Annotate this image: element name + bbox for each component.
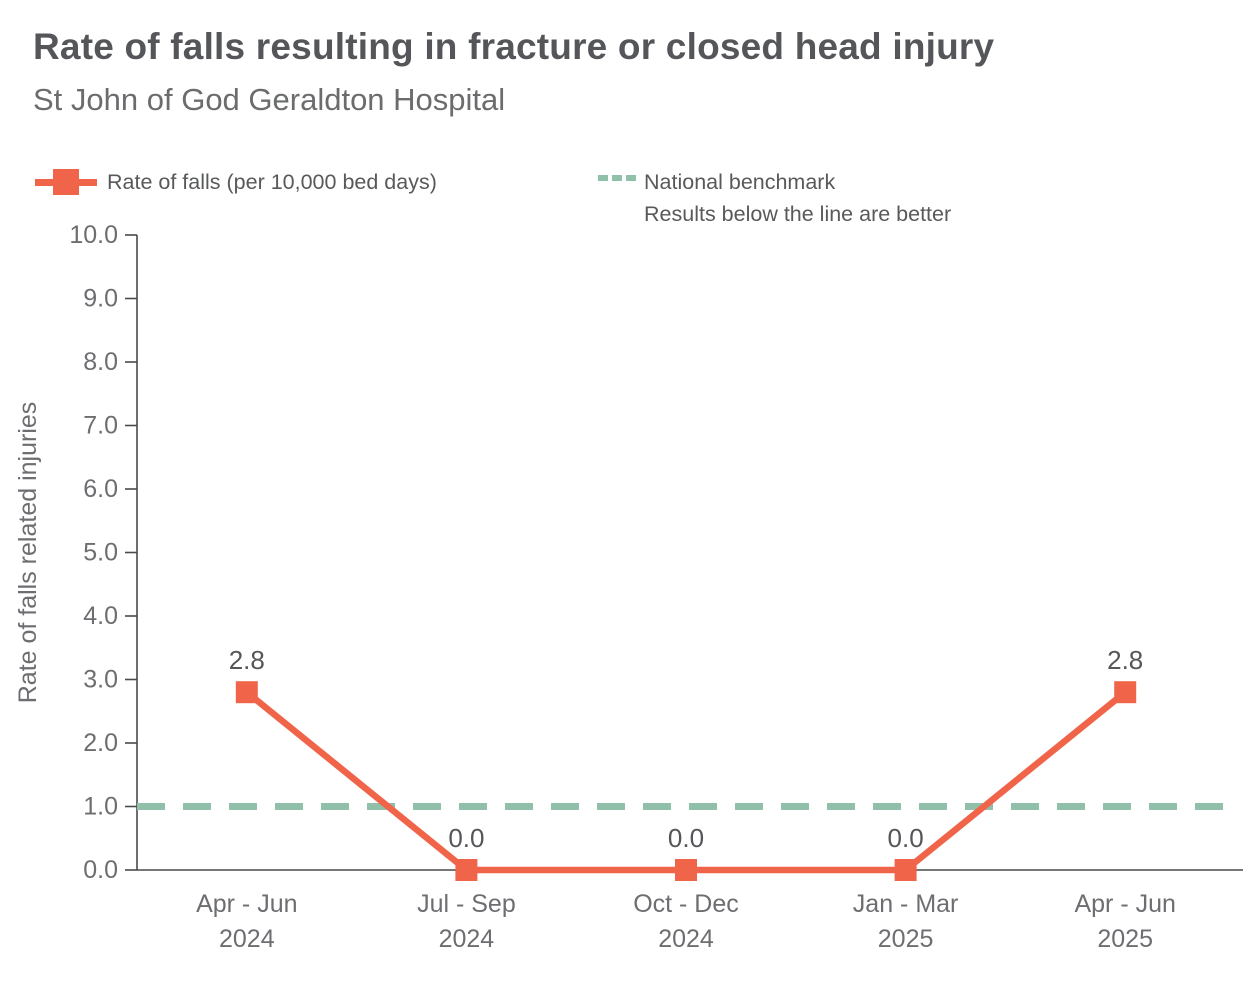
data-point-marker <box>675 859 697 881</box>
legend-benchmark-note: Results below the line are better <box>644 202 952 227</box>
x-tick-label-year: 2024 <box>658 925 714 953</box>
y-tick-label: 0.0 <box>83 856 118 884</box>
page-title: Rate of falls resulting in fracture or c… <box>33 26 995 67</box>
y-tick-label: 4.0 <box>83 602 118 630</box>
legend-rate-label: Rate of falls (per 10,000 bed days) <box>107 170 437 194</box>
x-tick-label-quarter: Jan - Mar <box>853 890 959 918</box>
data-point-label: 2.8 <box>1107 645 1143 675</box>
legend-item-rate-of-falls: Rate of falls (per 10,000 bed days) <box>35 166 437 198</box>
data-point-marker <box>235 681 258 704</box>
data-point-label: 0.0 <box>448 823 484 853</box>
y-tick-label: 8.0 <box>83 348 118 376</box>
data-point-marker <box>1114 681 1137 704</box>
y-tick-label: 3.0 <box>83 666 118 694</box>
legend-benchmark-label: National benchmark <box>644 170 836 194</box>
x-tick-label-year: 2025 <box>1097 925 1153 953</box>
data-point-label: 2.8 <box>229 645 265 675</box>
benchmark-dash-icon <box>598 175 636 181</box>
data-point-marker <box>455 859 478 881</box>
x-tick-label-quarter: Apr - Jun <box>196 890 297 918</box>
data-point-label: 0.0 <box>668 823 704 853</box>
y-axis-title: Rate of falls related injuries <box>14 402 42 704</box>
y-tick-label: 9.0 <box>83 285 118 313</box>
rate-line-marker-icon <box>35 169 97 196</box>
x-tick-label-year: 2024 <box>219 925 275 953</box>
y-tick-label: 6.0 <box>83 475 118 503</box>
data-point-label: 0.0 <box>888 823 924 853</box>
x-tick-label-year: 2025 <box>878 925 934 953</box>
y-tick-label: 10.0 <box>69 221 118 249</box>
x-tick-label-quarter: Oct - Dec <box>633 890 739 918</box>
page-subtitle: St John of God Geraldton Hospital <box>33 82 506 117</box>
y-tick-label: 7.0 <box>83 412 118 440</box>
y-tick-label: 5.0 <box>83 539 118 567</box>
x-tick-label-quarter: Jul - Sep <box>417 890 516 918</box>
data-point-marker <box>894 859 917 881</box>
y-tick-label: 1.0 <box>83 793 118 821</box>
y-tick-label: 2.0 <box>83 729 118 757</box>
chart-legend: Rate of falls (per 10,000 bed days) Nati… <box>0 160 1260 240</box>
legend-item-benchmark: National benchmark Results below the lin… <box>598 166 951 231</box>
x-tick-label-year: 2024 <box>439 925 495 953</box>
x-tick-label-quarter: Apr - Jun <box>1074 890 1175 918</box>
